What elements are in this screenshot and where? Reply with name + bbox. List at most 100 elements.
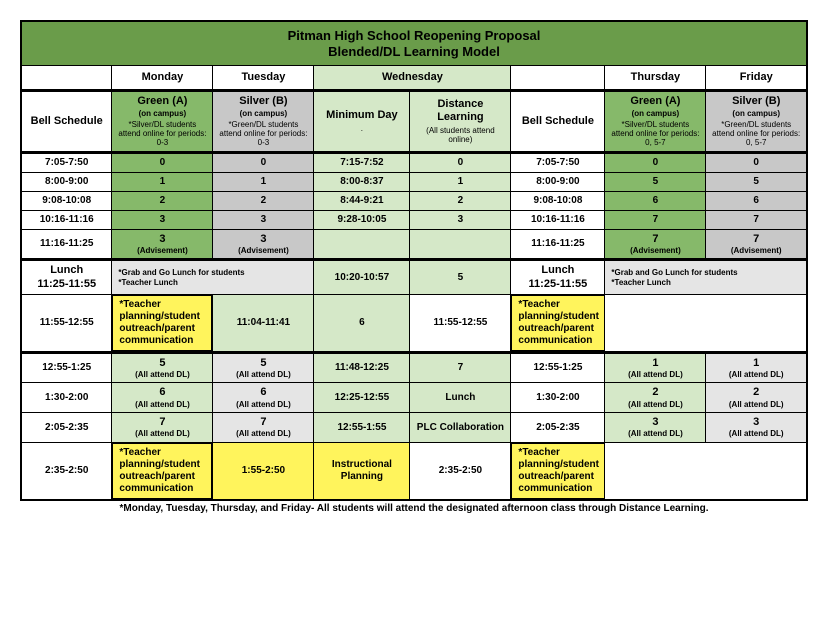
p-mon: 6(All attend DL) <box>112 383 213 413</box>
period-mon: 2 <box>112 191 213 210</box>
p-thu: 2(All attend DL) <box>605 383 706 413</box>
afternoon-row: 2:05-2:357(All attend DL)7(All attend DL… <box>21 413 807 443</box>
time: 11:55-12:55 <box>21 294 112 352</box>
adv-mon: 3(Advisement) <box>112 229 213 260</box>
p-fri: 3(All attend DL) <box>706 413 807 443</box>
period-mon: 3 <box>112 210 213 229</box>
sub: (All students attend online) <box>414 127 506 145</box>
adv-wed-t <box>314 229 410 260</box>
dl-header: Distance Learning (All students attend o… <box>410 91 511 152</box>
wed-t: 11:04-11:41 <box>213 294 314 352</box>
wed-period: 3 <box>410 210 511 229</box>
time-r: 2:05-2:35 <box>511 413 605 443</box>
p-tue: 6(All attend DL) <box>213 383 314 413</box>
sub: (on campus) <box>710 109 802 119</box>
adv-fri: 7(Advisement) <box>706 229 807 260</box>
time-r: 8:00-9:00 <box>511 172 605 191</box>
wed-p: 7 <box>410 352 511 383</box>
time-r: 2:35-2:50 <box>410 443 511 501</box>
lunch-wed-t: 10:20-10:57 <box>314 260 410 294</box>
time-cell: 11:16-11:25 <box>21 229 112 260</box>
sub: (on campus) <box>116 109 208 119</box>
wed-p: PLC Collaboration <box>410 413 511 443</box>
day-wednesday: Wednesday <box>314 66 511 91</box>
day-tuesday: Tuesday <box>213 66 314 91</box>
wed-p: Lunch <box>410 383 511 413</box>
time: 2:35-2:50 <box>21 443 112 501</box>
lunch-row: Lunch11:25-11:55 *Grab and Go Lunch for … <box>21 260 807 294</box>
p-tue: 7(All attend DL) <box>213 413 314 443</box>
title-row: Pitman High School Reopening Proposal Bl… <box>21 21 807 66</box>
title-cell: Pitman High School Reopening Proposal Bl… <box>21 21 807 66</box>
morning-row: 10:16-11:16339:28-10:05310:16-11:1677 <box>21 210 807 229</box>
silver-b-fri: Silver (B) (on campus) *Green/DL student… <box>706 91 807 152</box>
note: *Silver/DL students attend online for pe… <box>609 121 701 147</box>
blank-cell <box>21 66 112 91</box>
note: . <box>318 125 405 134</box>
planning-row-1: 11:55-12:55 *Teacher planning/student ou… <box>21 294 807 352</box>
bell-header: Bell Schedule <box>21 91 112 152</box>
period-mon: 0 <box>112 152 213 172</box>
adv-wed-p <box>410 229 511 260</box>
wed-time: 9:28-10:05 <box>314 210 410 229</box>
period-fri: 6 <box>706 191 807 210</box>
wed-t: 12:25-12:55 <box>314 383 410 413</box>
lunch-wed-p: 5 <box>410 260 511 294</box>
silver-b-tue: Silver (B) (on campus) *Green/DL student… <box>213 91 314 152</box>
green-a-thu: Green (A) (on campus) *Silver/DL student… <box>605 91 706 152</box>
lunch-cell-r: Lunch11:25-11:55 <box>511 260 605 294</box>
note: *Silver/DL students attend online for pe… <box>116 121 208 147</box>
wed-time: 7:15-7:52 <box>314 152 410 172</box>
time-r: 7:05-7:50 <box>511 152 605 172</box>
wed-p: Instructional Planning <box>314 443 410 501</box>
label: Silver (B) <box>710 95 802 108</box>
wed-time: 8:00-8:37 <box>314 172 410 191</box>
sub: (on campus) <box>217 109 309 119</box>
adv-thu: 7(Advisement) <box>605 229 706 260</box>
plan-text-r: *Teacher planning/student outreach/paren… <box>511 295 604 351</box>
planning-row-2: 2:35-2:50 *Teacher planning/student outr… <box>21 443 807 501</box>
time-r: 9:08-10:08 <box>511 191 605 210</box>
wed-period: 0 <box>410 152 511 172</box>
afternoon-row: 12:55-1:255(All attend DL)5(All attend D… <box>21 352 807 383</box>
wed-t: 1:55-2:50 <box>213 443 314 501</box>
period-fri: 7 <box>706 210 807 229</box>
bell-label: Bell Schedule <box>26 115 107 128</box>
period-fri: 5 <box>706 172 807 191</box>
period-thu: 6 <box>605 191 706 210</box>
subheader-row: Bell Schedule Green (A) (on campus) *Sil… <box>21 91 807 152</box>
lunch-text: *Grab and Go Lunch for students*Teacher … <box>112 260 314 294</box>
time-r: 10:16-11:16 <box>511 210 605 229</box>
period-tue: 3 <box>213 210 314 229</box>
time: 10:16-11:16 <box>21 210 112 229</box>
blank-cell <box>511 66 605 91</box>
advisement-row: 11:16-11:25 3(Advisement) 3(Advisement) … <box>21 229 807 260</box>
period-thu: 0 <box>605 152 706 172</box>
wed-period: 1 <box>410 172 511 191</box>
title-line-2: Blended/DL Learning Model <box>328 44 500 59</box>
time-r: 12:55-1:25 <box>511 352 605 383</box>
lunch-text-r: *Grab and Go Lunch for students*Teacher … <box>605 260 807 294</box>
min-day: Minimum Day . <box>314 91 410 152</box>
p-mon: 5(All attend DL) <box>112 352 213 383</box>
time: 2:05-2:35 <box>21 413 112 443</box>
label: Silver (B) <box>217 95 309 108</box>
time-cell: 11:16-11:25 <box>511 229 605 260</box>
day-monday: Monday <box>112 66 213 91</box>
time-r: 11:55-12:55 <box>410 294 511 352</box>
label: Minimum Day <box>318 109 405 122</box>
green-a-mon: Green (A) (on campus) *Silver/DL student… <box>112 91 213 152</box>
bell-label: Bell Schedule <box>515 115 600 128</box>
p-mon: 7(All attend DL) <box>112 413 213 443</box>
p-thu: 3(All attend DL) <box>605 413 706 443</box>
label: Green (A) <box>609 95 701 108</box>
schedule-table: Pitman High School Reopening Proposal Bl… <box>20 20 808 501</box>
note: *Green/DL students attend online for per… <box>217 121 309 147</box>
day-thursday: Thursday <box>605 66 706 91</box>
lunch-cell: Lunch11:25-11:55 <box>21 260 112 294</box>
p-fri: 1(All attend DL) <box>706 352 807 383</box>
p-thu: 1(All attend DL) <box>605 352 706 383</box>
afternoon-row: 1:30-2:006(All attend DL)6(All attend DL… <box>21 383 807 413</box>
note: *Green/DL students attend online for per… <box>710 121 802 147</box>
wed-p: 6 <box>314 294 410 352</box>
